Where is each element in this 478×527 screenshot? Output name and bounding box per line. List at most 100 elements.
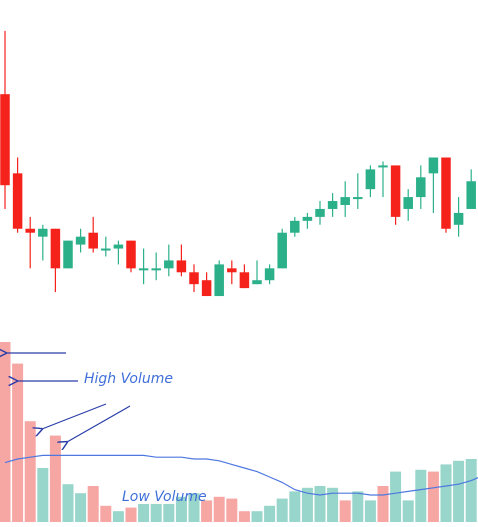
volume-bar — [402, 500, 414, 522]
volume-bar — [314, 486, 326, 522]
candle-body — [50, 228, 61, 269]
volume-bar — [150, 504, 162, 522]
candle-body — [403, 197, 413, 209]
candle — [12, 157, 23, 233]
candle — [365, 165, 376, 198]
volume-bar — [138, 504, 150, 522]
candle — [214, 260, 224, 297]
candle-body — [290, 220, 300, 233]
candle-body — [113, 244, 124, 249]
volume-bar — [87, 486, 99, 522]
volume-bar — [327, 487, 339, 522]
candle — [416, 165, 426, 209]
candle-body — [428, 157, 439, 174]
volume-bar — [465, 459, 477, 522]
candle-body — [176, 260, 187, 273]
candle-body — [227, 268, 237, 273]
volume-bar — [226, 498, 238, 522]
candle — [138, 248, 149, 285]
volume-bar — [440, 464, 452, 522]
candle — [88, 216, 98, 253]
candle — [38, 224, 48, 261]
candle — [25, 216, 35, 269]
price-candles — [0, 30, 476, 297]
candle — [113, 240, 124, 265]
candle-body — [12, 173, 23, 229]
candle-body — [88, 232, 98, 249]
volume-bars — [0, 342, 477, 522]
volume-bar — [62, 484, 74, 522]
candle — [151, 252, 161, 281]
volume-bar — [112, 511, 124, 522]
candle — [176, 244, 187, 277]
volume-bar — [163, 504, 175, 522]
volume-bar — [188, 493, 200, 522]
candle — [126, 240, 136, 273]
candle — [239, 264, 250, 289]
volume-bar — [201, 500, 213, 522]
volume-bar — [213, 496, 225, 522]
volume-bar — [238, 511, 250, 522]
candle-body — [164, 260, 174, 269]
candle — [441, 157, 451, 233]
volume-bar — [251, 511, 263, 522]
candle-body — [138, 268, 149, 271]
volume-bar — [276, 498, 288, 522]
volume-bar — [415, 469, 427, 522]
high-volume-arrow-4 — [67, 405, 131, 442]
candle — [252, 260, 262, 285]
candle-body — [252, 280, 262, 285]
candle-body — [378, 165, 388, 168]
volume-bar — [427, 471, 439, 522]
candle-body — [277, 232, 287, 269]
candle — [302, 212, 313, 229]
volume-bar — [0, 342, 11, 522]
volume-bar — [364, 500, 376, 522]
candle — [403, 189, 413, 221]
volume-moving-average — [4, 454, 478, 496]
candle-body — [239, 272, 250, 289]
candle-body — [327, 201, 338, 209]
volume-bar — [100, 505, 112, 522]
volume-bar — [24, 421, 36, 522]
candle — [453, 197, 464, 237]
volume-bar — [37, 468, 49, 522]
candle — [353, 173, 363, 209]
candle — [378, 161, 388, 198]
candle — [340, 181, 350, 217]
candle — [63, 240, 73, 269]
high-volume-annotation: High Volume — [84, 371, 173, 387]
annotation-arrows — [6, 353, 131, 442]
candle-body — [38, 228, 48, 237]
candle-body — [302, 216, 313, 221]
candle-body — [189, 272, 199, 285]
candle — [189, 264, 199, 293]
volume-bar — [75, 493, 87, 522]
volume-bar — [390, 471, 402, 522]
volume-bar — [339, 500, 351, 522]
candle-body — [466, 181, 476, 209]
candle-body — [63, 240, 73, 269]
candle-body — [75, 236, 86, 245]
volume-ma-line — [4, 454, 478, 496]
candle — [428, 157, 439, 213]
volume-bar — [264, 505, 276, 522]
candle-body — [390, 165, 401, 217]
volume-bar — [125, 507, 137, 522]
volume-bar — [453, 460, 465, 522]
volume-bar — [301, 487, 313, 522]
volume-bar — [352, 491, 364, 522]
candle — [50, 228, 61, 293]
candle-body — [101, 248, 111, 251]
candle-body — [353, 197, 363, 200]
volume-bar — [289, 491, 301, 522]
candle-body — [126, 240, 136, 269]
candle — [466, 169, 476, 209]
candle — [201, 272, 212, 297]
candle — [75, 228, 86, 253]
volume-bar — [49, 435, 61, 522]
low-volume-annotation: Low Volume — [122, 489, 207, 505]
candle — [277, 228, 287, 269]
candle-body — [25, 228, 35, 233]
